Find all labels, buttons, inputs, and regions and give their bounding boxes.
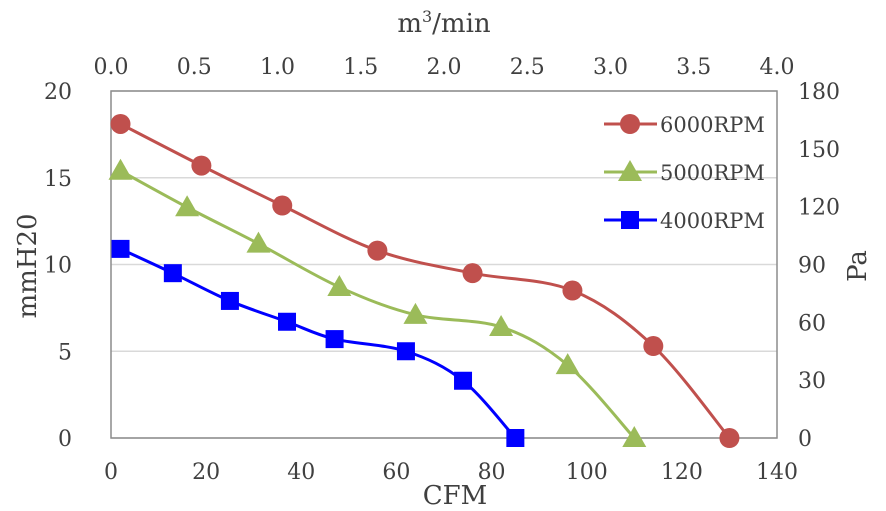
right-tick-label: 30 bbox=[798, 369, 826, 394]
data-point bbox=[220, 291, 239, 310]
right-tick-label: 0 bbox=[798, 427, 812, 452]
x-axis-ticks: 0 20 40 60 80 100 120 140 bbox=[104, 460, 798, 485]
y-axis-ticks: 0 5 10 15 20 bbox=[44, 80, 72, 452]
series-6000RPM bbox=[110, 113, 740, 448]
right-axis-ticks: 0 30 60 90 120 150 180 bbox=[798, 80, 840, 452]
top-tick-label: 2.5 bbox=[510, 55, 545, 80]
right-tick-label: 120 bbox=[798, 196, 840, 221]
data-point bbox=[403, 302, 428, 324]
data-point bbox=[272, 195, 293, 216]
data-point bbox=[562, 280, 583, 301]
legend-item: 5000RPM bbox=[604, 160, 765, 185]
data-point bbox=[367, 240, 388, 261]
data-point bbox=[489, 314, 514, 336]
x-tick-label: 120 bbox=[661, 460, 703, 485]
data-point bbox=[327, 275, 352, 297]
legend-marker bbox=[618, 160, 642, 181]
data-point bbox=[643, 336, 664, 357]
top-tick-label: 0.5 bbox=[177, 55, 212, 80]
legend-item: 6000RPM bbox=[604, 113, 765, 137]
data-point bbox=[396, 342, 415, 361]
top-tick-label: 0.0 bbox=[94, 55, 129, 80]
data-point bbox=[278, 312, 297, 331]
data-point bbox=[110, 113, 131, 134]
data-point bbox=[175, 195, 200, 217]
top-tick-label: 2.0 bbox=[427, 55, 462, 80]
legend: 6000RPM 5000RPM 4000RPM bbox=[604, 113, 765, 233]
x-axis-title: CFM bbox=[423, 481, 488, 511]
top-axis-ticks: 0.0 0.5 1.0 1.5 2.0 2.5 3.0 3.5 4.0 bbox=[94, 55, 795, 80]
top-tick-label: 3.5 bbox=[676, 55, 711, 80]
x-tick-label: 80 bbox=[478, 460, 506, 485]
top-tick-label: 3.0 bbox=[593, 55, 628, 80]
data-point bbox=[163, 264, 182, 283]
data-point bbox=[719, 428, 740, 448]
x-tick-label: 60 bbox=[382, 460, 410, 485]
data-point bbox=[325, 330, 344, 349]
y-tick-label: 20 bbox=[44, 80, 72, 105]
legend-marker bbox=[621, 211, 639, 229]
data-point bbox=[108, 158, 133, 180]
series-line bbox=[119, 169, 636, 440]
top-axis-title: m3/min bbox=[397, 7, 491, 39]
data-point bbox=[462, 263, 483, 284]
legend-label: 6000RPM bbox=[660, 113, 765, 137]
y-axis-title: mmH20 bbox=[13, 213, 43, 318]
data-point bbox=[555, 353, 580, 375]
series-4000RPM bbox=[111, 239, 525, 447]
x-tick-label: 40 bbox=[287, 460, 315, 485]
legend-label: 4000RPM bbox=[660, 209, 765, 233]
series-layer bbox=[108, 113, 740, 448]
x-tick-label: 140 bbox=[756, 460, 798, 485]
legend-item: 4000RPM bbox=[604, 209, 765, 233]
plot-area-border bbox=[110, 90, 778, 439]
y-tick-label: 0 bbox=[58, 427, 72, 452]
y-tick-label: 15 bbox=[44, 167, 72, 192]
data-point bbox=[111, 239, 130, 258]
data-point bbox=[246, 231, 271, 253]
top-tick-label: 1.5 bbox=[343, 55, 378, 80]
data-point bbox=[454, 371, 473, 390]
right-tick-label: 150 bbox=[798, 138, 840, 163]
data-point bbox=[622, 426, 647, 447]
top-tick-label: 4.0 bbox=[760, 55, 795, 80]
series-5000RPM bbox=[108, 158, 647, 447]
gridlines bbox=[111, 90, 777, 439]
y-tick-label: 10 bbox=[44, 254, 72, 279]
x-tick-label: 0 bbox=[104, 460, 118, 485]
data-point bbox=[191, 155, 212, 176]
right-tick-label: 90 bbox=[798, 254, 826, 279]
right-tick-label: 180 bbox=[798, 80, 840, 105]
top-tick-label: 1.0 bbox=[260, 55, 295, 80]
data-point bbox=[506, 429, 525, 447]
right-tick-label: 60 bbox=[798, 311, 826, 336]
legend-label: 5000RPM bbox=[660, 161, 765, 185]
legend-marker bbox=[620, 114, 640, 134]
y-tick-label: 5 bbox=[58, 340, 72, 365]
x-tick-label: 20 bbox=[192, 460, 220, 485]
right-axis-title: Pa bbox=[843, 250, 873, 282]
x-tick-label: 100 bbox=[566, 460, 608, 485]
